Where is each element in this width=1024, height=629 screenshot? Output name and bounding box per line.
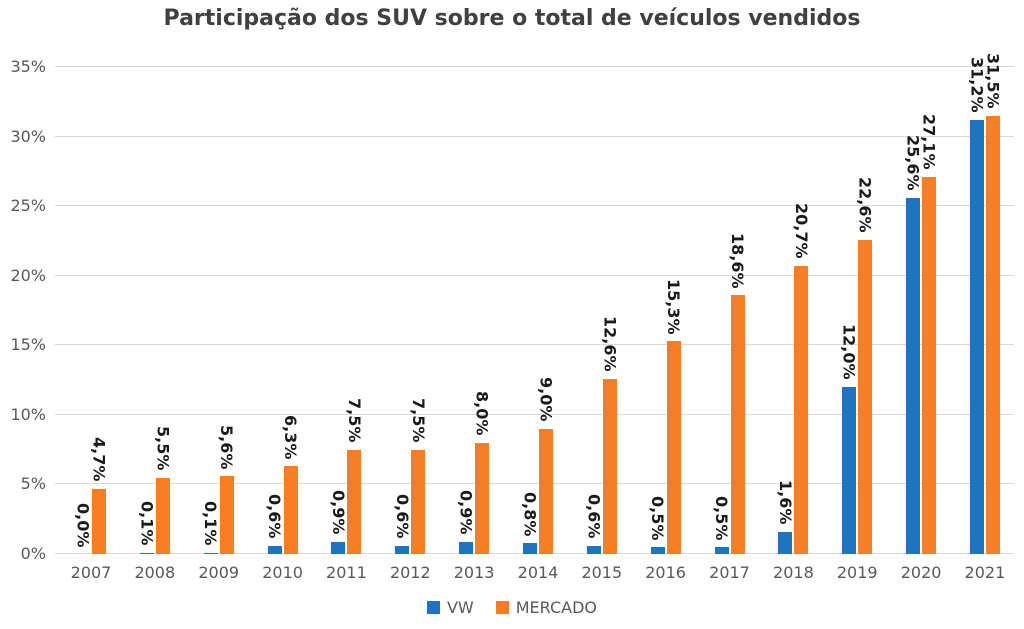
gridline bbox=[55, 66, 1014, 67]
bar-mercado bbox=[922, 176, 937, 554]
bar-mercado bbox=[475, 442, 490, 554]
bar-mercado bbox=[602, 378, 617, 554]
y-axis-tick-label: 20% bbox=[10, 265, 46, 285]
bar-vw bbox=[139, 552, 154, 554]
bar-data-label: 31,5% bbox=[983, 53, 1003, 109]
x-axis-tick-label: 2017 bbox=[709, 563, 750, 582]
bar-vw bbox=[267, 545, 282, 554]
bar-vw bbox=[714, 547, 729, 554]
bar-mercado bbox=[411, 449, 426, 554]
bar-data-label: 0,5% bbox=[712, 495, 731, 540]
bar-data-label: 0,6% bbox=[265, 494, 285, 539]
bar-mercado bbox=[219, 476, 234, 554]
bar-data-label: 0,6% bbox=[392, 494, 412, 539]
legend-label-mercado: MERCADO bbox=[515, 598, 598, 617]
bar-data-label: 22,6% bbox=[855, 176, 875, 233]
x-axis-tick-label: 2013 bbox=[453, 563, 495, 582]
bar-vw bbox=[842, 387, 857, 554]
x-axis-tick-label: 2021 bbox=[964, 563, 1006, 582]
x-axis-tick-label: 2020 bbox=[900, 563, 942, 582]
bar-vw bbox=[395, 545, 410, 554]
gridline bbox=[55, 274, 1014, 276]
bar-data-label: 6,3% bbox=[281, 414, 301, 460]
x-axis-tick-label: 2008 bbox=[134, 563, 176, 582]
y-axis-tick-label: 5% bbox=[20, 474, 46, 494]
bar-data-label: 0,6% bbox=[584, 494, 604, 539]
x-axis-tick-label: 2010 bbox=[262, 563, 303, 582]
bar-vw bbox=[522, 542, 537, 554]
x-axis-tick-label: 2014 bbox=[517, 563, 559, 582]
bar-mercado bbox=[730, 295, 745, 554]
bar-mercado bbox=[985, 115, 1000, 554]
bar-data-label: 5,6% bbox=[217, 424, 237, 470]
bar-data-label: 18,6% bbox=[728, 232, 747, 289]
bar-mercado bbox=[347, 449, 362, 554]
bar-data-label: 15,3% bbox=[664, 278, 684, 335]
plot-area: 0,0% 4,7% 0,1% 5,5% 0,1% 5,6% 0,6% 6,3% 0,9% 7,5%… bbox=[55, 53, 1014, 554]
bar-data-label: 12,0% bbox=[839, 324, 859, 380]
bar-data-label: 0,1% bbox=[137, 501, 157, 546]
x-axis-tick-label: 2012 bbox=[389, 563, 431, 582]
x-axis-tick-label: 2015 bbox=[581, 563, 623, 582]
x-axis-tick-label: 2007 bbox=[70, 563, 112, 582]
x-axis-tick-label: 2009 bbox=[198, 563, 240, 582]
chart-title: Participação dos SUV sobre o total de ve… bbox=[163, 6, 861, 31]
y-axis-tick-label: 30% bbox=[10, 126, 46, 146]
legend-item-vw: VW bbox=[426, 598, 474, 617]
x-axis-tick-label: 2011 bbox=[326, 563, 367, 582]
bar-mercado bbox=[155, 477, 170, 554]
bar-mercado bbox=[666, 341, 681, 554]
bar-mercado bbox=[283, 466, 298, 554]
y-axis-tick-label: 25% bbox=[10, 196, 46, 216]
bar-data-label: 0,5% bbox=[648, 495, 668, 540]
bar-vw bbox=[331, 541, 346, 554]
bar-data-label: 7,5% bbox=[408, 398, 428, 443]
bar-data-label: 0,8% bbox=[520, 491, 540, 536]
bar-mercado bbox=[858, 239, 873, 554]
bar-vw bbox=[203, 552, 218, 554]
bar-vw bbox=[778, 531, 793, 554]
bar-vw bbox=[906, 197, 921, 554]
legend: VW MERCADO bbox=[0, 598, 1024, 617]
bar-data-label: 8,0% bbox=[472, 391, 492, 436]
y-axis-tick-label: 15% bbox=[10, 335, 46, 355]
bar-mercado bbox=[794, 266, 809, 554]
legend-swatch-mercado bbox=[495, 601, 509, 614]
x-axis-tick-label: 2016 bbox=[645, 563, 686, 582]
bar-data-label: 9,0% bbox=[536, 377, 556, 422]
bar-data-label: 0,9% bbox=[456, 490, 476, 535]
gridline bbox=[55, 413, 1014, 415]
gridline bbox=[55, 135, 1014, 137]
bar-vw bbox=[586, 545, 601, 554]
y-axis-tick-label: 35% bbox=[10, 57, 46, 76]
bar-vw bbox=[969, 119, 984, 554]
y-axis-tick-label: 0% bbox=[20, 544, 46, 563]
bar-mercado bbox=[538, 428, 553, 554]
bar-data-label: 20,7% bbox=[791, 203, 811, 259]
gridline bbox=[55, 205, 1014, 207]
bar-vw bbox=[650, 547, 665, 554]
y-axis-tick-label: 10% bbox=[10, 404, 46, 424]
legend-label-vw: VW bbox=[446, 598, 474, 617]
legend-item-mercado: MERCADO bbox=[495, 598, 598, 617]
bar-data-label: 4,7% bbox=[89, 437, 109, 482]
bar-vw bbox=[459, 541, 474, 554]
bar-data-label: 1,6% bbox=[775, 480, 795, 525]
gridline bbox=[55, 344, 1014, 346]
legend-swatch-vw bbox=[426, 601, 440, 614]
x-axis-tick-label: 2019 bbox=[836, 563, 878, 582]
x-axis-tick-label: 2018 bbox=[773, 563, 814, 582]
bar-data-label: 0,0% bbox=[73, 502, 93, 547]
bar-data-label: 31,2% bbox=[967, 57, 987, 113]
bar-data-label: 0,1% bbox=[201, 501, 221, 546]
bar-data-label: 0,9% bbox=[328, 490, 348, 535]
gridline bbox=[55, 483, 1014, 485]
bar-data-label: 7,5% bbox=[344, 398, 364, 443]
bar-data-label: 25,6% bbox=[903, 135, 923, 191]
bar-mercado bbox=[92, 488, 106, 554]
bar-data-label: 12,6% bbox=[600, 316, 620, 372]
bar-data-label: 5,5% bbox=[153, 426, 173, 471]
bar-data-label: 27,1% bbox=[919, 114, 939, 170]
